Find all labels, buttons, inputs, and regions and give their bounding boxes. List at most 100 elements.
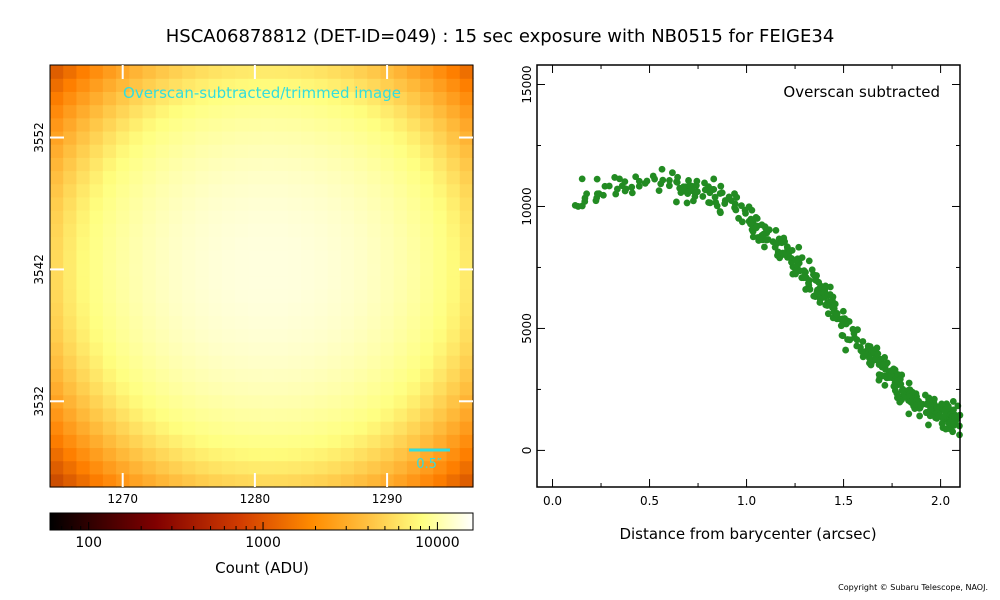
scatter-point [649,172,657,180]
heatmap-cell [195,434,210,449]
heatmap-cell [168,157,183,172]
heatmap-cell [116,262,130,277]
heatmap-cell [76,276,91,290]
heatmap-cell [208,117,223,132]
heatmap-cell [116,170,130,185]
heatmap-cell [393,328,408,343]
heatmap-cell [142,355,157,369]
heatmap-cell [89,196,104,211]
heatmap-cell [63,104,78,119]
scatter-x-axis-label: Distance from barycenter (arcsec) [619,525,876,543]
heatmap-cell [274,289,289,303]
heatmap-cell [208,210,223,224]
x-tick-label: 0.5 [640,494,659,508]
heatmap-cell [142,407,157,422]
heatmap-cell [261,249,276,264]
heatmap-cell [354,355,368,369]
heatmap-cell [261,276,276,290]
heatmap-cell [248,368,263,383]
heatmap-cell [459,91,474,106]
heatmap-cell [63,236,78,251]
heatmap-cell [195,196,210,211]
heatmap-cell [327,460,342,475]
heatmap-cell [195,65,210,79]
scatter-point [909,388,916,396]
heatmap-cell [406,157,421,172]
scatter-point [821,285,829,293]
scatter-point [745,203,753,211]
heatmap-cell [142,117,157,132]
heatmap-cell [446,368,461,383]
colorbar-tick-label: 1000 [245,535,281,551]
heatmap-cell [235,78,249,92]
heatmap-cell [327,407,342,422]
heatmap-cell [50,355,64,369]
heatmap-cell [89,65,104,79]
heatmap-cell [433,381,448,396]
heatmap-cell [63,65,78,79]
heatmap-cell [248,130,263,145]
heatmap-cell [195,249,210,264]
heatmap-cell [354,104,368,119]
heatmap-cell [393,117,408,132]
heatmap-cell [314,170,329,185]
heatmap-cell [459,117,474,132]
heatmap-cell [142,276,157,290]
heatmap-cell [129,315,144,330]
heatmap-cell [261,196,276,211]
heatmap-cell [235,223,249,238]
heatmap-cell [261,355,276,369]
heatmap-cell [195,117,210,132]
heatmap-cell [393,460,408,475]
heatmap-cell [208,130,223,145]
heatmap-cell [102,104,117,119]
y-tick-label: 15000 [520,65,534,103]
heatmap-cell [420,460,434,475]
heatmap-cell [102,78,117,92]
heatmap-cell [340,249,355,264]
heatmap-cell [248,381,263,396]
heatmap-cell [393,302,408,317]
heatmap-cell [50,407,64,422]
heatmap-cell [380,341,395,356]
heatmap-cell [354,368,368,383]
heatmap-cell [420,289,434,303]
heatmap-cell [261,381,276,396]
heatmap-cell [433,130,448,145]
scatter-point [774,248,782,256]
heatmap-cell [433,183,448,198]
heatmap-cell [129,407,144,422]
heatmap-cell [182,447,197,462]
scatter-point [897,380,905,388]
heatmap-cell [274,421,289,435]
heatmap-cell [235,460,249,475]
heatmap-cell [261,170,276,185]
heatmap-cell [221,473,236,488]
heatmap-cell [301,434,315,449]
heatmap-cell [459,460,474,475]
heatmap-cell [155,407,170,422]
heatmap-cell [63,91,78,106]
scatter-point [628,189,636,197]
heatmap-cell [221,381,236,396]
heatmap-cell [63,196,78,211]
heatmap-cell [340,355,355,369]
heatmap-cell [420,368,434,383]
heatmap-cell [208,144,223,158]
heatmap-cell [446,78,461,92]
heatmap-cell [446,328,461,343]
heatmap-cell [274,460,289,475]
heatmap-cell [235,341,249,356]
heatmap-cell [76,447,91,462]
heatmap-cell [446,276,461,290]
heatmap-cell [89,236,104,251]
heatmap-cell [102,91,117,106]
heatmap-cell [314,157,329,172]
heatmap-cell [406,65,421,79]
heatmap-cell [102,434,117,449]
heatmap-cell [221,460,236,475]
heatmap-cell [459,157,474,172]
heatmap-cell [446,91,461,106]
heatmap-cell [208,328,223,343]
